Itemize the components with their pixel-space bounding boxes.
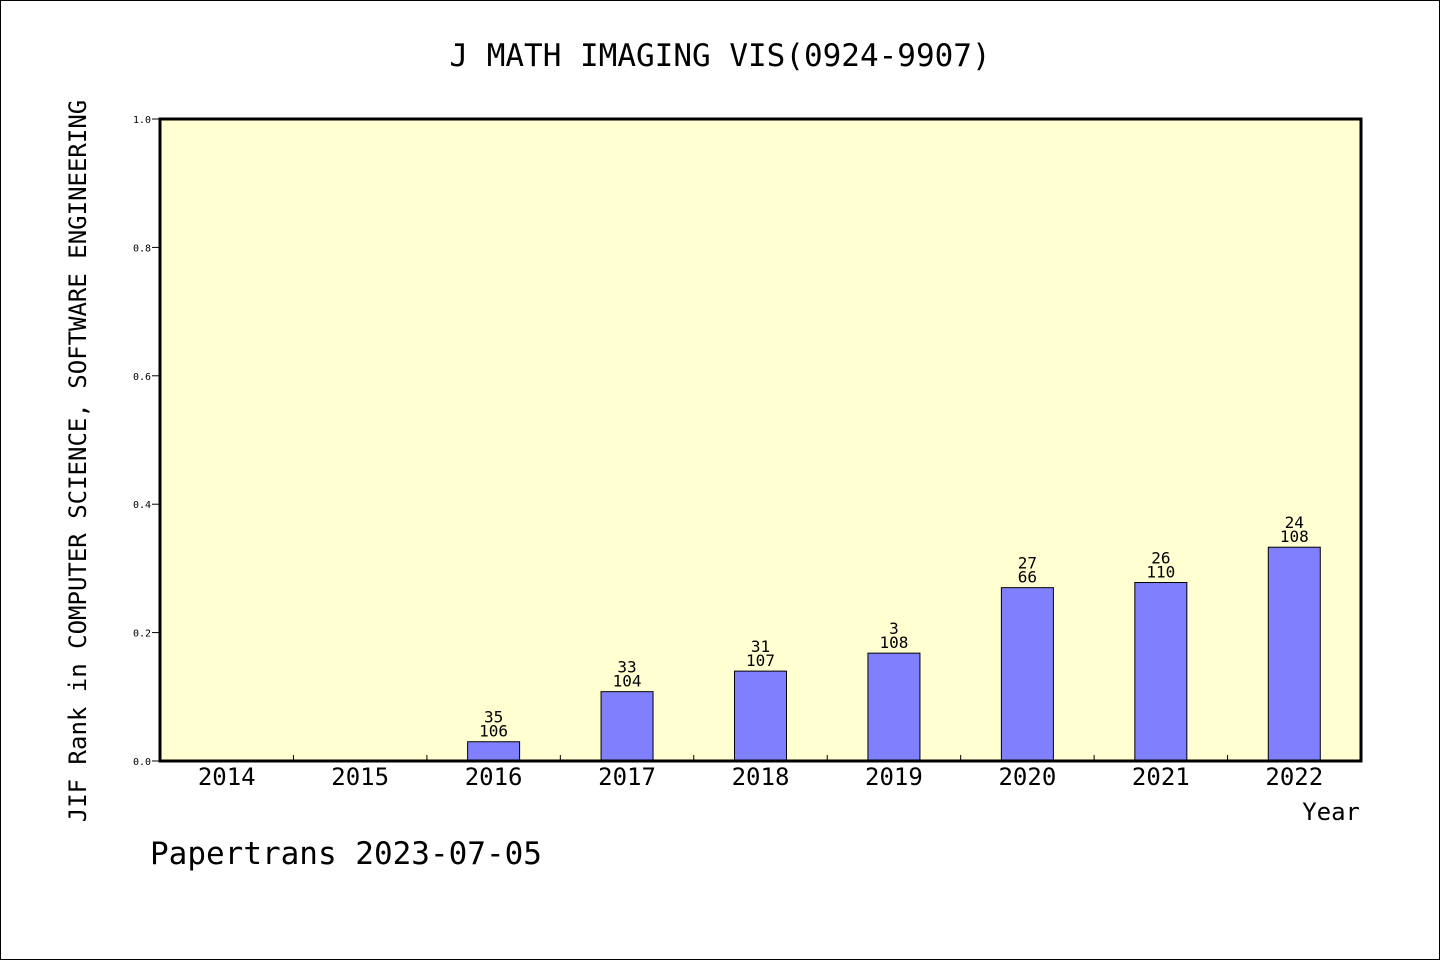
y-tick-label: 0.8	[133, 243, 151, 254]
bar-label-rank-2019: 3	[889, 619, 899, 638]
bar-label-total-2017: 104	[613, 672, 642, 691]
x-tick-label-2015: 2015	[331, 763, 389, 791]
y-tick-label: 0.6	[133, 372, 151, 383]
y-tick-label: 0.4	[133, 500, 151, 511]
chart-title: J MATH IMAGING VIS(0924-9907)	[449, 38, 990, 74]
y-tick-label: 0.0	[133, 757, 151, 768]
y-tick-label: 1.0	[133, 115, 151, 126]
bar-label-rank-2021: 26	[1151, 549, 1170, 568]
bar-label-total-2020: 66	[1018, 568, 1037, 587]
bar-label-total-2019: 108	[879, 633, 908, 652]
x-tick-label-2014: 2014	[198, 763, 256, 791]
bar-label-total-2018: 107	[746, 651, 775, 670]
bar-2022	[1267, 546, 1321, 762]
bar-label-rank-2022: 24	[1285, 513, 1304, 532]
x-tick-label-2016: 2016	[465, 763, 523, 791]
bar-label-total-2016: 106	[479, 722, 508, 741]
x-axis-label: Year	[1302, 798, 1360, 826]
x-tick-label-2018: 2018	[732, 763, 790, 791]
bar-label-rank-2018: 31	[751, 637, 770, 656]
bar-2018	[734, 670, 787, 762]
footer-stamp: Papertrans 2023-07-05	[150, 836, 542, 872]
bar-2017	[600, 691, 654, 762]
bar-label-rank-2020: 27	[1018, 554, 1037, 573]
bar-label-total-2022: 108	[1280, 527, 1309, 546]
bar-2020	[1000, 587, 1054, 762]
x-tick-label-2021: 2021	[1132, 763, 1190, 791]
x-tick-label-2017: 2017	[598, 763, 656, 791]
y-axis-ticks: 0.0 0.2 0.4 0.6 0.8 1.0	[133, 115, 160, 768]
bar-label-rank-2016: 35	[484, 708, 503, 727]
bar-2016	[467, 741, 521, 762]
bar-label-rank-2017: 33	[617, 658, 636, 677]
plot-border	[158, 117, 1363, 763]
bar-2021	[1134, 582, 1188, 762]
x-tick-label-2022: 2022	[1265, 763, 1323, 791]
bar-2019	[867, 652, 921, 762]
y-axis-label: JIF Rank in COMPUTER SCIENCE, SOFTWARE E…	[64, 100, 92, 822]
x-tick-label-2019: 2019	[865, 763, 923, 791]
y-tick-label: 0.2	[133, 629, 151, 640]
x-tick-label-2020: 2020	[998, 763, 1056, 791]
bars-group	[467, 546, 1321, 762]
x-axis-ticks: 2014 2015 2016 2017 2018 2019 2020 2021 2022	[198, 755, 1323, 791]
bar-label-total-2021: 110	[1146, 563, 1175, 582]
